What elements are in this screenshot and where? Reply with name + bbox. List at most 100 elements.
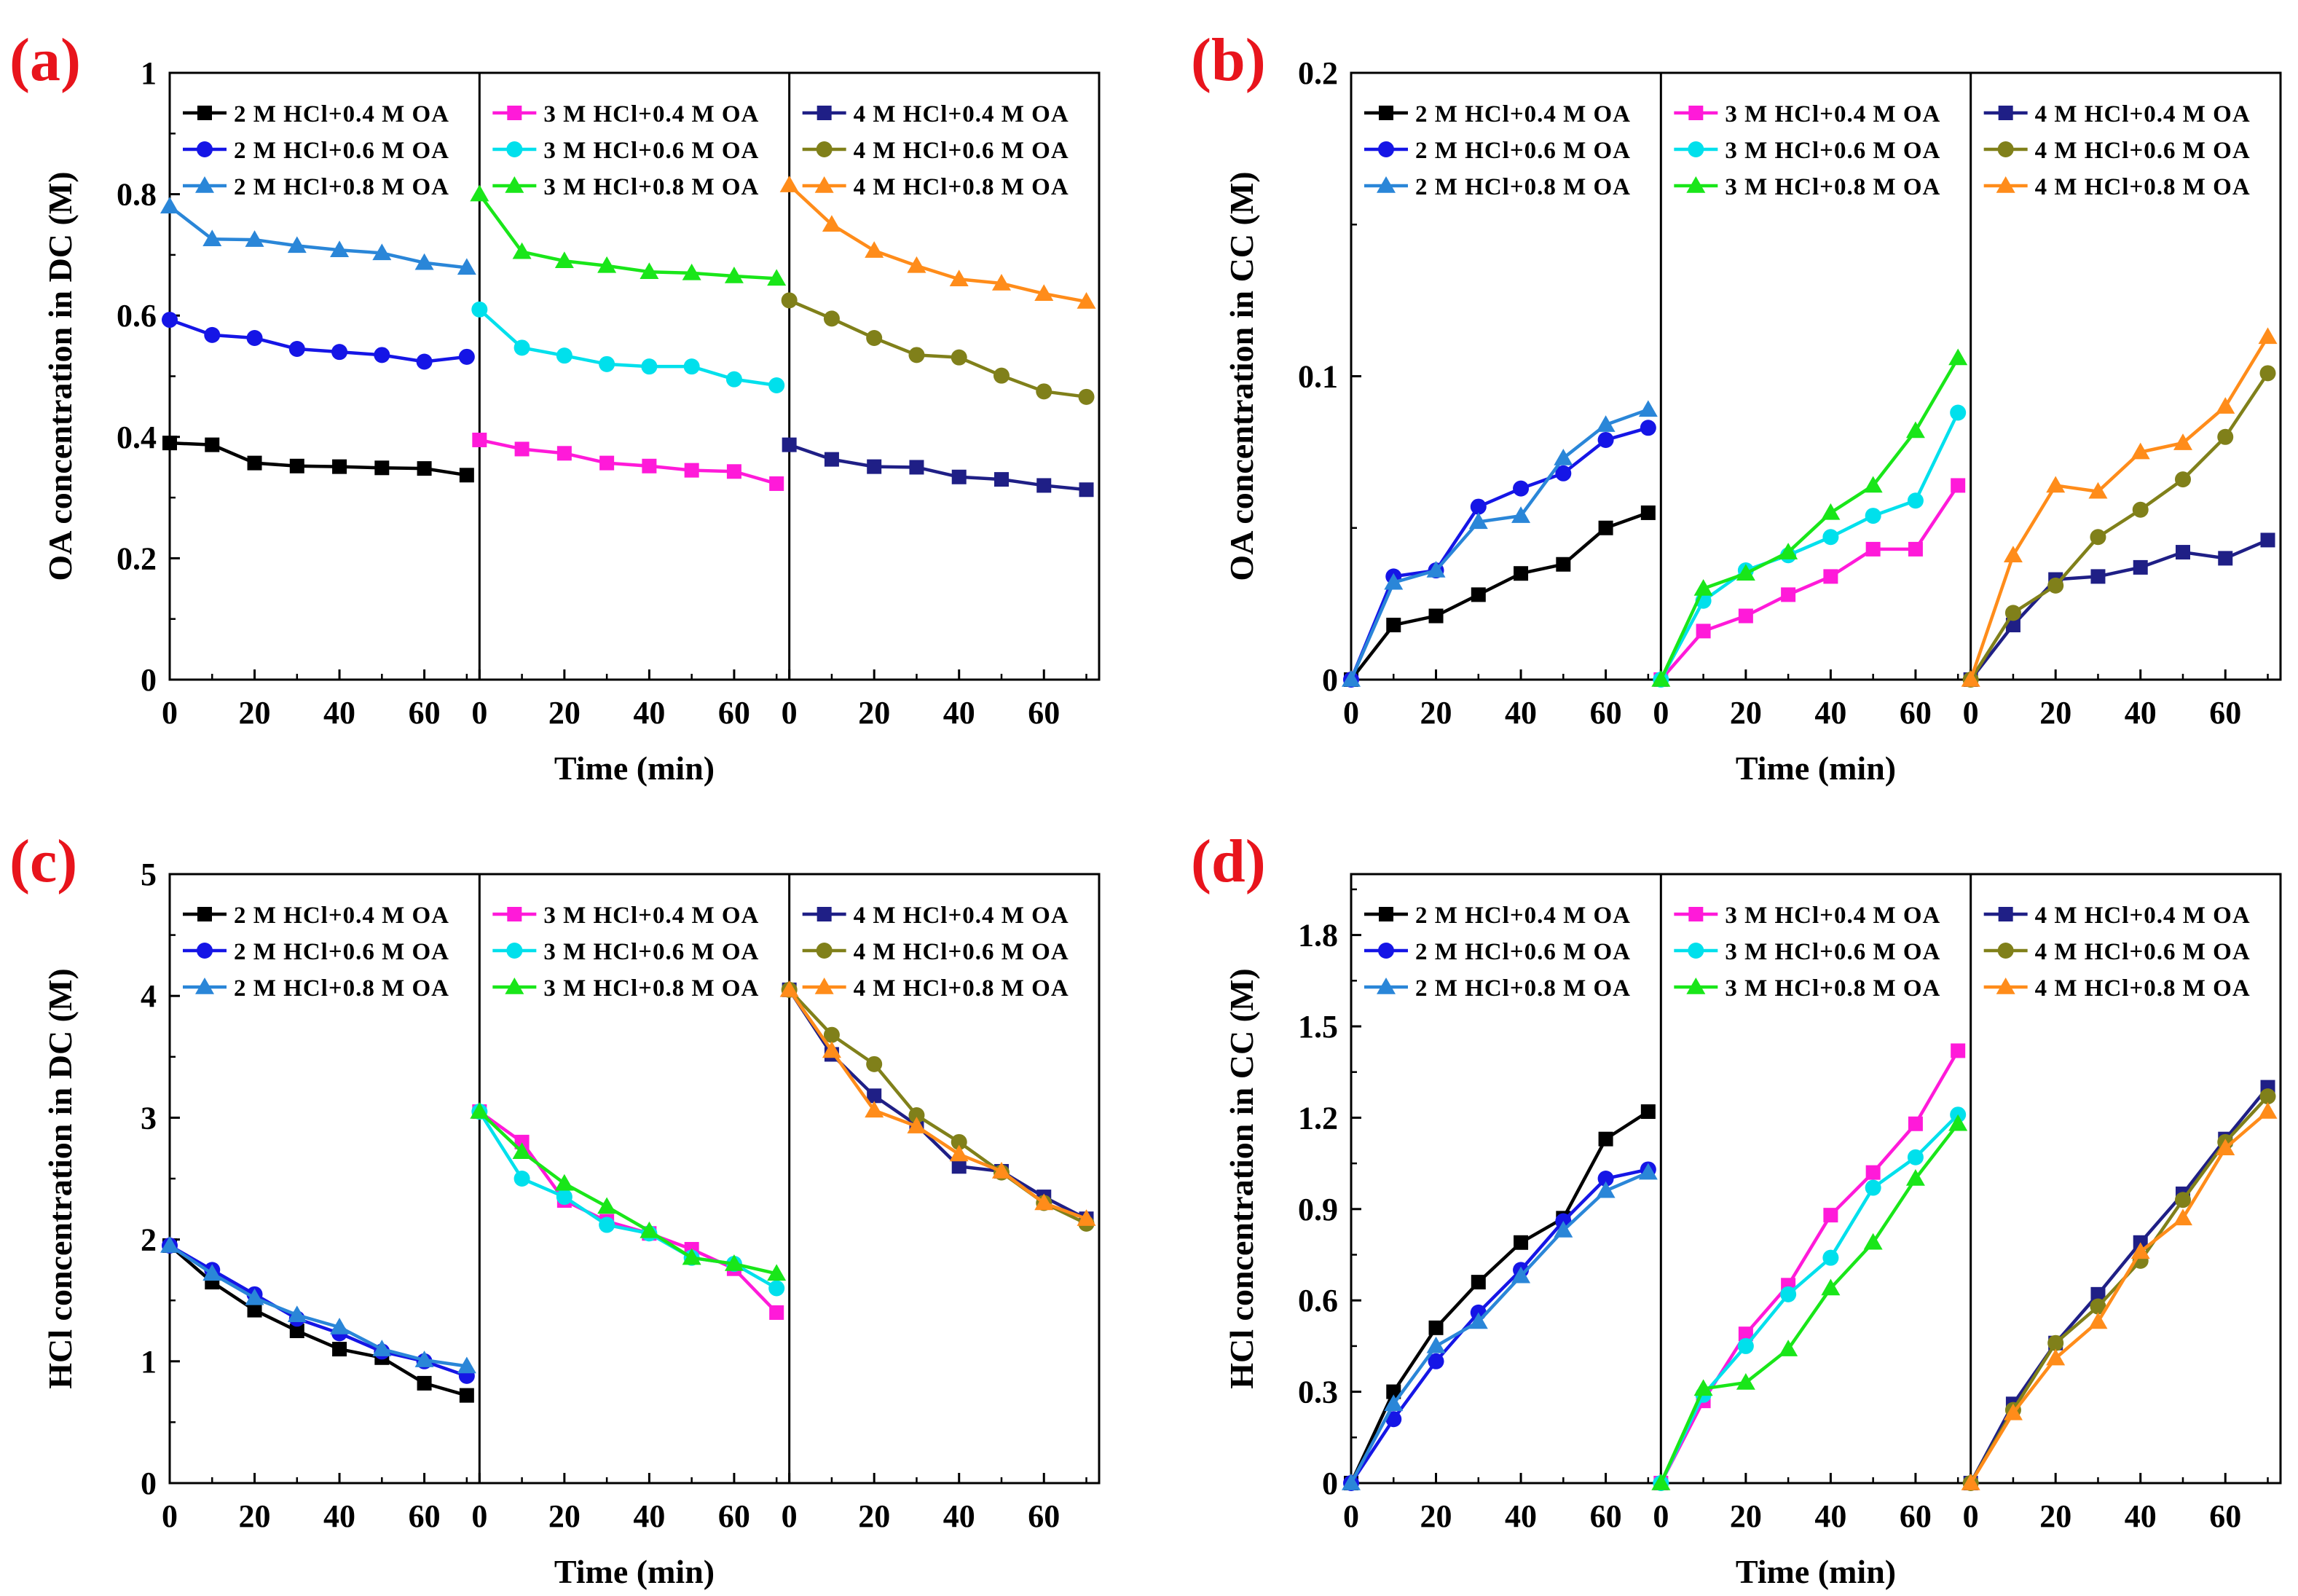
data-point [682,263,701,280]
data-point [1511,1266,1531,1284]
data-point [1428,1353,1444,1369]
data-point [1554,448,1573,465]
data-point [246,330,263,347]
data-point [1821,1278,1841,1296]
data-point [2216,397,2235,414]
x-axis-title: Time (min) [554,1553,715,1590]
data-point [2260,532,2275,548]
data-point [867,459,882,474]
legend-marker [1379,106,1393,120]
data-point [1598,1131,1613,1147]
legend-label: 4 M HCl+0.6 M OA [2035,138,2251,164]
x-tick-label: 60 [1900,695,1932,731]
data-point [1342,670,1361,687]
data-point [374,460,390,476]
data-point [866,330,883,347]
x-tick-label: 60 [1028,1498,1060,1534]
y-tick-label: 0.4 [117,420,157,455]
data-point [287,1305,307,1323]
y-tick-label: 0.6 [1298,1283,1338,1318]
data-point [725,371,742,388]
data-point [951,1159,967,1174]
x-axis-title: Time (min) [1736,1553,1896,1590]
data-point [599,1216,615,1233]
data-point [247,455,262,471]
data-point [642,458,657,473]
legend-marker [1688,106,1704,120]
data-point [865,1101,884,1118]
x-tick-label: 0 [471,1498,487,1534]
data-point [1736,1373,1755,1390]
data-point [1077,1209,1096,1226]
series-line [1659,1050,1960,1485]
data-point [726,464,741,479]
data-point [2003,546,2023,562]
data-point [1556,557,1571,572]
data-point [1738,1326,1753,1342]
data-point [202,1264,222,1281]
data-point [2259,1088,2276,1105]
data-point [162,312,178,329]
y-axis-title: OA concentration in CC (M) [1223,171,1260,581]
x-tick-label: 60 [1028,695,1060,731]
x-tick-label: 20 [2039,1498,2071,1534]
legend-marker [197,141,213,157]
data-point [2088,1312,2108,1329]
x-tick-label: 20 [1420,1498,1452,1534]
data-point [1821,503,1841,520]
subplot-2: 0 20 40 60 3 M HCl+0.4 M OA 3 M HCl+0.6 M OA 3… [1651,101,1968,731]
data-point [1823,569,1838,584]
x-axis-title: Time (min) [1736,750,1896,787]
data-point [1511,506,1531,523]
y-tick-label: 0 [141,1466,157,1501]
panel-letter: (a) [9,26,81,94]
legend-label: 3 M HCl+0.6 M OA [1725,939,1940,965]
x-tick-label: 20 [548,1498,581,1534]
data-point [287,236,307,253]
x-tick-label: 20 [1730,695,1762,731]
data-point [160,197,179,214]
x-tick-label: 60 [2209,1498,2241,1534]
legend-label: 4 M HCl+0.8 M OA [854,174,1069,200]
data-point [909,460,924,475]
legend-marker [1998,106,2013,120]
legend-marker [1996,978,2015,994]
series-line [478,193,777,280]
data-point [1651,670,1671,687]
data-point [597,1197,617,1214]
data-point [554,1174,574,1191]
subplot-1: 0 20 40 60 2 M HCl+0.4 M OA 2 M HCl+0.6 M OA 2… [1342,903,1658,1534]
x-tick-label: 40 [633,695,665,731]
data-point [1961,670,1980,687]
data-point [1342,1474,1361,1490]
y-axis-title: HCl concentration in CC (M) [1223,968,1260,1388]
legend-marker [814,978,834,994]
data-point [1640,505,1656,520]
data-point [599,355,615,372]
data-point [1514,566,1529,581]
x-tick-label: 40 [1505,695,1537,731]
data-point [1737,1337,1754,1354]
legend-label: 2 M HCl+0.6 M OA [234,138,449,164]
series-line [788,184,1087,304]
y-tick-label: 3 [141,1100,157,1136]
x-tick-label: 20 [1730,1498,1762,1534]
data-point [951,349,967,366]
series-line [1969,372,2270,681]
data-point [459,1388,474,1403]
series-line [1350,511,1649,681]
x-tick-label: 20 [239,695,271,731]
data-point [949,1144,969,1162]
legend-label: 4 M HCl+0.6 M OA [854,138,1069,164]
data-point [1426,561,1446,578]
data-point [2047,577,2064,594]
data-point [1034,1193,1054,1211]
legend-marker [197,907,212,921]
y-tick-label: 1.8 [1298,918,1338,954]
series-line [787,988,1087,1221]
data-point [822,1041,841,1058]
data-point [767,269,787,286]
data-point [512,242,532,259]
data-point [417,1375,432,1391]
data-point [683,358,700,375]
